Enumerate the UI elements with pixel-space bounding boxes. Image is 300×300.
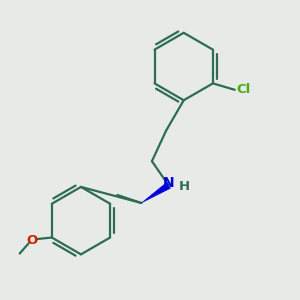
Text: H: H	[178, 180, 190, 194]
Polygon shape	[141, 182, 170, 203]
Text: Cl: Cl	[236, 83, 250, 96]
Text: N: N	[163, 176, 174, 190]
Text: O: O	[26, 234, 38, 247]
